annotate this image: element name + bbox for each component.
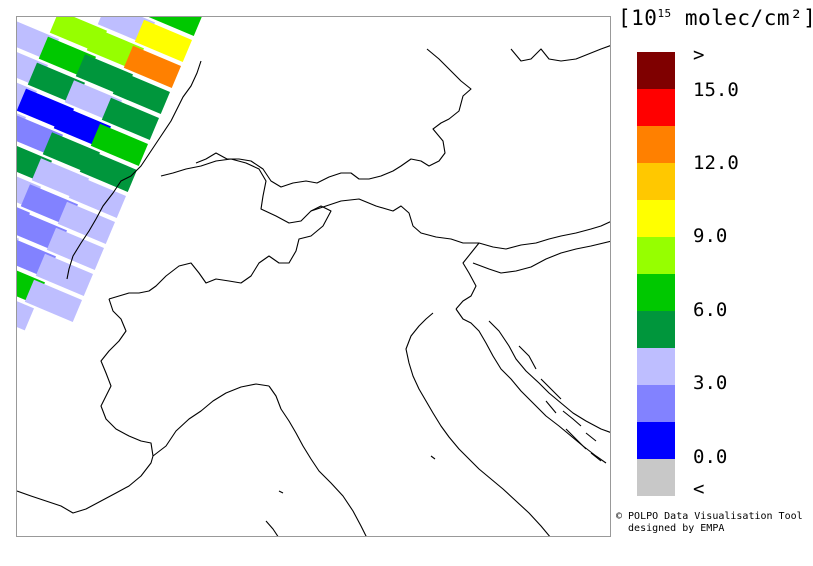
legend-tick: 3.0 — [693, 372, 728, 394]
unit-suffix: molec/cm²] — [671, 6, 813, 30]
swath-pixel — [46, 227, 104, 270]
legend-tick: 9.0 — [693, 225, 728, 247]
swath-pixel — [79, 149, 137, 192]
legend-swatch — [637, 422, 675, 459]
legend-tick: 6.0 — [693, 299, 728, 321]
credit-text: © POLPO Data Visualisation Tool designed… — [616, 511, 803, 535]
legend-swatch — [637, 274, 675, 311]
coast-croatia — [488, 320, 610, 433]
border-france-germany — [66, 60, 202, 280]
legend-swatch — [637, 126, 675, 163]
coast-france-south — [17, 455, 154, 514]
map-canvas — [17, 17, 610, 536]
legend-swatch — [637, 163, 675, 200]
legend-over-label: > — [693, 44, 705, 66]
swath-pixel — [57, 201, 115, 244]
swath-pixel — [68, 175, 126, 218]
legend-swatch — [637, 459, 675, 496]
credit-line-2: designed by EMPA — [616, 523, 725, 534]
swath-pixel — [112, 71, 170, 114]
small-isle-2 — [278, 490, 284, 494]
credit-line-1: © POLPO Data Visualisation Tool — [616, 511, 803, 522]
legend-tick: 12.0 — [693, 152, 739, 174]
color-legend — [637, 52, 675, 496]
legend-swatch — [637, 348, 675, 385]
legend-swatch — [637, 200, 675, 237]
unit-label: [1015 molec/cm²] — [618, 6, 813, 30]
border-slovenia — [455, 242, 480, 310]
islands — [518, 345, 602, 462]
border-austria-italy — [310, 198, 610, 250]
legend-under-label: < — [693, 478, 705, 500]
unit-prefix: [10 — [618, 6, 658, 30]
coast-adriatic-italy — [405, 312, 551, 536]
satellite-swath — [17, 17, 202, 331]
legend-swatch — [637, 385, 675, 422]
coast-liguria — [152, 383, 270, 457]
legend-swatch — [637, 89, 675, 126]
border-slovenia-croatia — [472, 240, 610, 274]
legend-swatch — [637, 311, 675, 348]
swath-pixel — [148, 17, 202, 36]
swath-pixel — [101, 97, 159, 140]
swath-pixel — [17, 301, 34, 331]
legend-swatch — [637, 237, 675, 274]
small-isle — [430, 455, 436, 460]
legend-swatch — [637, 52, 675, 89]
coast-istria — [455, 308, 607, 464]
coast-tuscany — [268, 385, 367, 536]
coast-corsica — [265, 520, 279, 536]
unit-exponent: 15 — [657, 7, 672, 20]
border-germany-czech — [195, 48, 472, 188]
map-frame — [16, 16, 611, 537]
legend-tick: 0.0 — [693, 446, 728, 468]
swath-pixel — [35, 253, 93, 296]
swath-pixel — [134, 19, 192, 62]
swath-pixel — [24, 279, 82, 322]
border-switzerland — [108, 158, 332, 300]
swath-pixel — [90, 123, 148, 166]
border-germany-poland — [510, 45, 610, 62]
legend-tick: 15.0 — [693, 79, 739, 101]
country-borders — [17, 45, 610, 536]
border-france-italy — [100, 298, 154, 457]
swath-pixel — [123, 45, 181, 88]
